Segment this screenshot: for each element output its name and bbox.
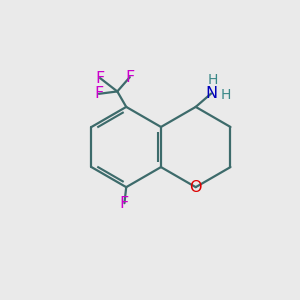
- Text: F: F: [94, 86, 104, 101]
- Text: N: N: [205, 86, 217, 101]
- Text: F: F: [95, 70, 105, 86]
- Text: O: O: [190, 180, 202, 195]
- Text: H: H: [221, 88, 231, 102]
- Text: F: F: [125, 70, 134, 85]
- Text: H: H: [208, 74, 218, 88]
- Text: F: F: [120, 196, 129, 211]
